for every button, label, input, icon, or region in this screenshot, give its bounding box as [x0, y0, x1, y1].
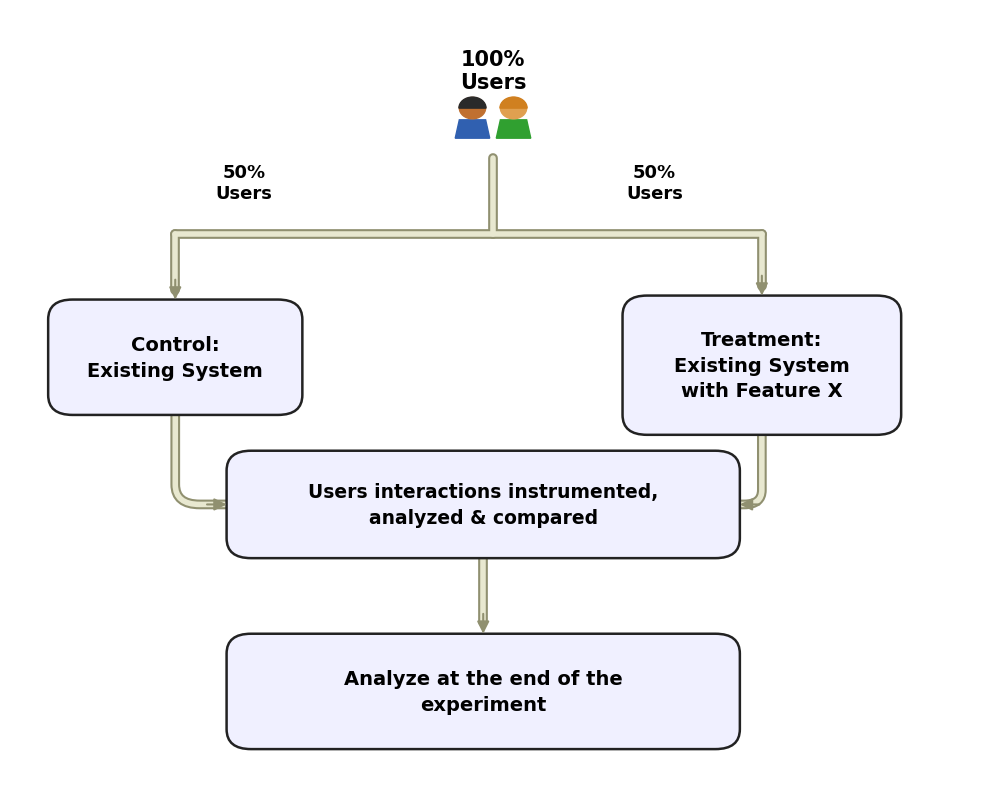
Text: 50%
Users: 50% Users	[626, 164, 682, 202]
Text: 100%
Users: 100% Users	[459, 50, 527, 93]
Wedge shape	[458, 98, 486, 109]
Text: Treatment:
Existing System
with Feature X: Treatment: Existing System with Feature …	[674, 331, 850, 401]
FancyBboxPatch shape	[227, 451, 740, 558]
Text: Analyze at the end of the
experiment: Analyze at the end of the experiment	[344, 669, 622, 714]
FancyBboxPatch shape	[622, 296, 901, 435]
Polygon shape	[496, 120, 530, 139]
FancyBboxPatch shape	[227, 634, 740, 749]
Circle shape	[459, 98, 486, 120]
Text: Users interactions instrumented,
analyzed & compared: Users interactions instrumented, analyze…	[308, 483, 659, 527]
Polygon shape	[456, 120, 490, 139]
Circle shape	[500, 98, 527, 120]
Text: Control:
Existing System: Control: Existing System	[88, 336, 263, 380]
FancyBboxPatch shape	[48, 300, 303, 415]
Wedge shape	[500, 98, 528, 109]
Text: 50%
Users: 50% Users	[215, 164, 272, 202]
